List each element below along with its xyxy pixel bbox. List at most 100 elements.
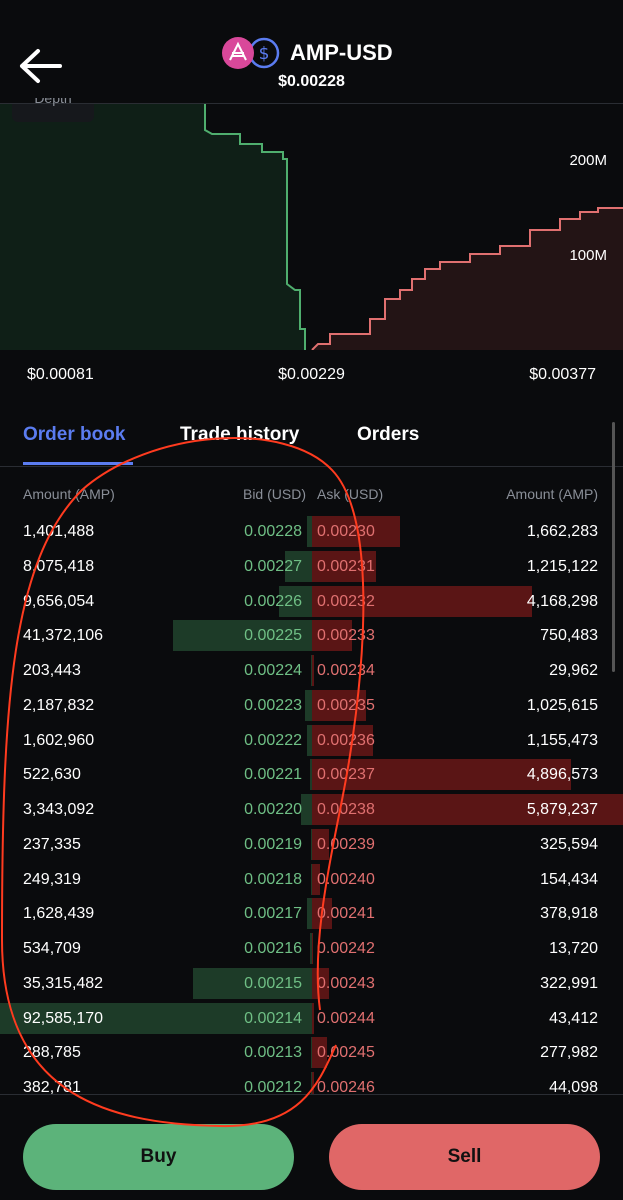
order-book: 1,401,488 0.00228 0.00230 1,662,283 8,075,41… <box>0 512 623 1094</box>
bid-amount: 9,656,054 <box>23 592 95 610</box>
order-row: 9,656,054 0.00226 0.00232 4,168,298 <box>0 584 623 619</box>
bid-amount: 288,785 <box>23 1044 81 1062</box>
x-label: $0.00081 <box>27 366 94 383</box>
ask-price: 0.00237 <box>317 766 375 784</box>
ask-depth-bar <box>312 933 313 964</box>
order-row: 92,585,170 0.00214 0.00244 43,412 <box>0 1001 623 1036</box>
bid-amount: 1,628,439 <box>23 905 95 923</box>
bid-amount: 534,709 <box>23 940 81 957</box>
ask-depth-bar <box>312 1002 315 1034</box>
ask-amount: 750,483 <box>540 627 598 645</box>
scrollbar <box>612 422 615 672</box>
bid-amount: 92,585,170 <box>23 1009 104 1027</box>
depth-tab-label: Depth <box>34 98 72 106</box>
order-row: 1,602,960 0.00222 0.00236 1,155,473 <box>0 723 623 758</box>
ask-price: 0.00245 <box>317 1044 375 1062</box>
svg-text:$: $ <box>259 44 270 64</box>
bid-depth-bar <box>300 794 312 825</box>
order-row: 2,187,832 0.00223 0.00235 1,025,615 <box>0 688 623 723</box>
column-header: Amount (AMP) <box>506 486 598 502</box>
ask-amount: 378,918 <box>540 905 598 923</box>
ask-amount: 322,991 <box>540 974 598 992</box>
ask-price: 0.00244 <box>317 1009 375 1027</box>
ask-price: 0.00242 <box>317 940 375 957</box>
bid-amount: 35,315,482 <box>23 974 104 992</box>
ask-depth-bar <box>312 655 314 686</box>
ask-amount: 4,896,573 <box>526 766 598 784</box>
divider <box>0 103 623 104</box>
sell-button[interactable]: Sell <box>329 1124 600 1190</box>
order-row: 288,785 0.00213 0.00245 277,982 <box>0 1035 623 1070</box>
tab-active[interactable]: Order book <box>23 424 126 445</box>
bid-price: 0.00220 <box>244 801 302 818</box>
bid-price: 0.00228 <box>244 523 302 540</box>
bid-amount: 1,602,960 <box>23 731 95 749</box>
ask-price: 0.00231 <box>317 557 375 575</box>
order-row: 1,401,488 0.00228 0.00230 1,662,283 <box>0 514 623 549</box>
bid-amount: 1,401,488 <box>23 523 95 540</box>
bid-price: 0.00219 <box>244 835 302 853</box>
depth-chart <box>0 104 623 350</box>
x-label: $0.00229 <box>278 366 345 383</box>
ask-amount: 44,098 <box>549 1079 598 1094</box>
bid-price: 0.00214 <box>244 1009 302 1027</box>
order-row: 237,335 0.00219 0.00239 325,594 <box>0 827 623 862</box>
ask-amount: 1,662,283 <box>526 523 598 540</box>
bid-price: 0.00215 <box>244 974 302 992</box>
bid-price: 0.00224 <box>244 662 302 679</box>
column-header: Amount (AMP) <box>23 486 115 502</box>
bid-price: 0.00225 <box>244 627 302 645</box>
order-row: 35,315,482 0.00215 0.00243 322,991 <box>0 966 623 1001</box>
order-row: 1,628,439 0.00217 0.00241 378,918 <box>0 896 623 931</box>
divider <box>0 1094 623 1095</box>
ask-price: 0.00238 <box>317 801 375 818</box>
bid-price: 0.00227 <box>244 557 302 575</box>
depth-tab[interactable]: Depth <box>12 98 94 106</box>
order-row: 249,319 0.00218 0.00240 154,434 <box>0 862 623 897</box>
ask-amount: 1,215,122 <box>526 557 598 575</box>
ask-price: 0.00236 <box>317 731 375 749</box>
ask-price: 0.00232 <box>317 592 375 610</box>
bid-amount: 237,335 <box>23 835 81 853</box>
ask-price: 0.00240 <box>317 870 375 888</box>
ask-amount: 1,025,615 <box>526 696 598 714</box>
tab-underline <box>23 462 133 465</box>
ask-price: 0.00239 <box>317 835 375 853</box>
column-header: Ask (USD) <box>317 486 384 502</box>
bid-price: 0.00218 <box>244 870 302 888</box>
back-arrow[interactable] <box>18 48 64 84</box>
ask-amount: 13,720 <box>549 940 598 957</box>
bid-price: 0.00222 <box>244 731 302 749</box>
ask-price: 0.00243 <box>317 974 375 992</box>
coin-icons: $ <box>222 37 280 69</box>
column-header: Bid (USD) <box>242 486 306 502</box>
ask-price: 0.00235 <box>317 696 375 714</box>
bid-amount: 2,187,832 <box>23 696 95 714</box>
bid-amount: 3,343,092 <box>23 801 95 818</box>
bid-amount: 203,443 <box>23 662 81 679</box>
buy-button[interactable]: Buy <box>23 1124 294 1190</box>
bid-price: 0.00221 <box>244 766 302 784</box>
order-row: 8,075,418 0.00227 0.00231 1,215,122 <box>0 549 623 584</box>
order-row: 3,343,092 0.00220 0.00238 5,879,237 <box>0 792 623 827</box>
order-row: 382,781 0.00212 0.00246 44,098 <box>0 1070 623 1094</box>
ask-price: 0.00230 <box>317 523 375 540</box>
tab[interactable]: Trade history <box>180 424 300 445</box>
ask-amount: 4,168,298 <box>526 592 598 610</box>
bid-amount: 522,630 <box>23 766 81 784</box>
order-row: 534,709 0.00216 0.00242 13,720 <box>0 931 623 966</box>
ask-price: 0.00246 <box>317 1079 375 1094</box>
ask-amount: 43,412 <box>549 1009 598 1027</box>
ask-depth-bar <box>312 1072 315 1094</box>
y-label: 200M <box>569 152 607 169</box>
ask-amount: 277,982 <box>540 1044 598 1062</box>
pair-title: AMP-USD <box>290 40 393 65</box>
ask-amount: 29,962 <box>549 662 598 679</box>
tab[interactable]: Orders <box>357 424 420 445</box>
bid-price: 0.00213 <box>244 1044 302 1062</box>
bid-amount: 8,075,418 <box>23 557 95 575</box>
bid-amount: 249,319 <box>23 870 81 888</box>
order-row: 41,372,106 0.00225 0.00233 750,483 <box>0 618 623 653</box>
y-label: 100M <box>569 247 607 264</box>
ask-amount: 325,594 <box>540 835 598 853</box>
